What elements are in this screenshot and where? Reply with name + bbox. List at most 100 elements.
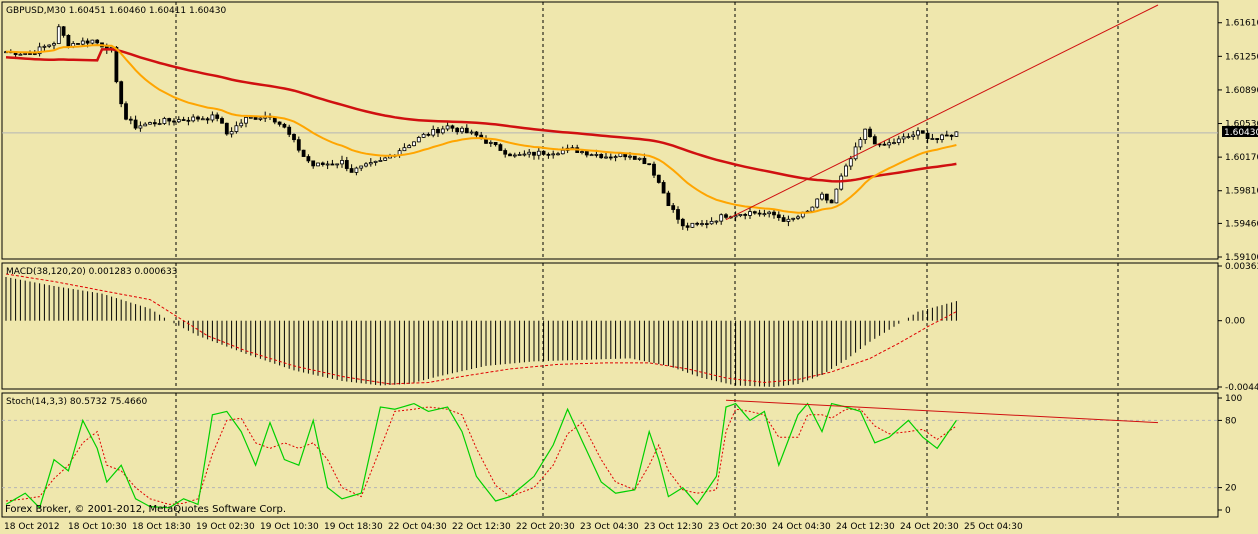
candle-body bbox=[671, 205, 676, 210]
candle-body bbox=[925, 132, 930, 140]
candle-body bbox=[95, 39, 100, 44]
x-tick-label: 18 Oct 2012 bbox=[4, 522, 60, 532]
candle-body bbox=[373, 160, 378, 163]
copyright-text: Forex Broker, © 2001-2012, MetaQuotes So… bbox=[5, 504, 286, 515]
candle-body bbox=[920, 130, 925, 134]
candle-body bbox=[546, 153, 551, 156]
candle-body bbox=[892, 142, 896, 144]
candle-body bbox=[522, 153, 527, 156]
candle-body bbox=[186, 119, 191, 122]
price-panel-frame bbox=[1, 1, 1219, 260]
candle-body bbox=[498, 144, 503, 151]
candle-body bbox=[253, 116, 258, 120]
candle-body bbox=[474, 131, 479, 136]
candle-body bbox=[61, 26, 66, 36]
x-tick-label: 19 Oct 10:30 bbox=[260, 522, 319, 532]
candle-body bbox=[460, 127, 464, 133]
candle-body bbox=[119, 81, 124, 105]
candle-body bbox=[781, 217, 786, 222]
candle-body bbox=[853, 146, 858, 160]
x-tick-label: 23 Oct 12:30 bbox=[644, 522, 703, 532]
candle-body bbox=[56, 26, 61, 44]
candle-body bbox=[901, 136, 906, 140]
candle-body bbox=[724, 214, 728, 218]
stoch-tick-label: 0 bbox=[1225, 506, 1231, 516]
candle-body bbox=[28, 53, 32, 55]
candle-body bbox=[613, 156, 618, 158]
candle-body bbox=[85, 40, 90, 44]
candle-body bbox=[839, 175, 844, 190]
candle-body bbox=[560, 149, 565, 155]
candle-body bbox=[503, 150, 508, 155]
stoch-tick-label: 80 bbox=[1225, 416, 1237, 426]
price-tick-label: 1.61610 bbox=[1225, 19, 1258, 29]
candle-body bbox=[364, 163, 368, 167]
current-price-label: 1.60430 bbox=[1224, 128, 1258, 138]
candle-body bbox=[930, 138, 935, 140]
candle-body bbox=[695, 222, 700, 225]
x-tick-label: 22 Oct 12:30 bbox=[452, 522, 511, 532]
candle-body bbox=[748, 211, 752, 216]
candle-body bbox=[488, 142, 493, 144]
candle-body bbox=[124, 103, 128, 120]
axis-labels-layer: 18 Oct 2012 18 Oct 10:30 18 Oct 18:30 19 Oc… bbox=[4, 19, 1258, 532]
candle-body bbox=[52, 43, 56, 46]
symbol-header: GBPUSD,M30 1.60451 1.60460 1.60411 1.604… bbox=[6, 6, 226, 16]
macd-series-layer bbox=[5, 273, 957, 387]
stoch-signal-line bbox=[5, 406, 957, 505]
macd-signal-line bbox=[5, 273, 957, 385]
candle-body bbox=[133, 119, 138, 129]
price-tick-label: 1.60170 bbox=[1225, 153, 1258, 163]
candle-body bbox=[239, 122, 244, 127]
stoch-series-layer bbox=[2, 399, 1218, 509]
candle-body bbox=[66, 34, 71, 47]
candle-body bbox=[359, 165, 364, 169]
candle-body bbox=[676, 209, 680, 220]
candle-body bbox=[584, 151, 589, 156]
candle-body bbox=[954, 131, 959, 137]
candle-body bbox=[445, 125, 450, 130]
candle-body bbox=[604, 156, 608, 159]
stoch-header: Stoch(14,3,3) 80.5732 75.4660 bbox=[6, 397, 147, 407]
x-tick-label: 23 Oct 20:30 bbox=[708, 522, 767, 532]
candle-body bbox=[167, 118, 172, 122]
candle-body bbox=[335, 163, 340, 166]
price-tick-label: 1.59460 bbox=[1225, 219, 1258, 229]
candle-body bbox=[704, 223, 709, 225]
candle-body bbox=[661, 182, 666, 194]
candle-body bbox=[844, 165, 848, 177]
candle-body bbox=[152, 122, 157, 125]
candle-body bbox=[205, 118, 210, 121]
candle-body bbox=[464, 127, 469, 134]
candle-body bbox=[426, 133, 431, 136]
price-series-layer bbox=[4, 4, 1159, 231]
candle-body bbox=[738, 214, 743, 217]
candle-body bbox=[637, 157, 642, 160]
candle-body bbox=[589, 154, 594, 157]
candle-body bbox=[248, 116, 253, 119]
candle-body bbox=[608, 156, 613, 159]
candle-body bbox=[628, 155, 632, 158]
candle-body bbox=[157, 123, 162, 125]
candle-body bbox=[700, 223, 704, 225]
candle-body bbox=[37, 46, 42, 55]
candle-body bbox=[416, 137, 421, 143]
x-tick-label: 19 Oct 18:30 bbox=[324, 522, 383, 532]
price-trendline bbox=[725, 4, 1159, 221]
x-tick-label: 23 Oct 04:30 bbox=[580, 522, 639, 532]
macd-header: MACD(38,120,20) 0.001283 0.000633 bbox=[6, 267, 177, 277]
candle-body bbox=[191, 116, 196, 122]
candle-body bbox=[719, 214, 724, 222]
candle-body bbox=[632, 155, 637, 160]
candle-body bbox=[599, 153, 604, 159]
candle-body bbox=[820, 193, 824, 200]
candle-body bbox=[815, 198, 820, 208]
candle-body bbox=[431, 128, 436, 136]
x-tick-label: 18 Oct 18:30 bbox=[132, 522, 191, 532]
candle-body bbox=[200, 118, 205, 121]
candle-body bbox=[680, 218, 685, 227]
candle-body bbox=[733, 215, 738, 218]
candle-body bbox=[176, 119, 181, 123]
candle-body bbox=[493, 142, 498, 146]
